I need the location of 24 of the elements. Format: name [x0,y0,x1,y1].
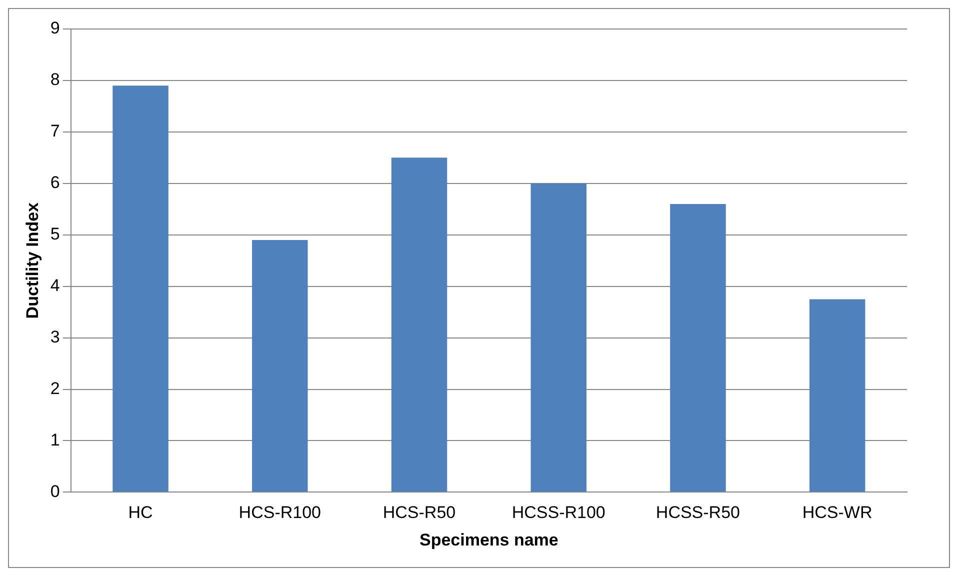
x-tick-label: HCS-R50 [382,503,456,522]
bar [112,86,168,492]
bar [252,240,308,492]
y-tick-label: 9 [50,18,60,38]
x-axis-title: Specimens name [419,530,558,550]
bar [530,183,586,492]
x-tick-label: HCSS-R100 [512,503,606,522]
y-tick-label: 6 [50,173,60,192]
x-tick-label: HCSS-R50 [656,503,740,522]
y-tick-label: 3 [50,327,60,346]
y-tick-label: 0 [50,482,60,501]
bar [391,158,448,492]
x-tick-label: HCS-WR [802,503,872,522]
y-tick-label: 4 [50,276,60,296]
x-tick-label: HC [128,503,153,522]
bar [670,204,726,492]
x-tick-label: HCS-R100 [238,503,321,522]
y-axis-title: Ductility Index [22,202,42,319]
y-tick-label: 7 [50,122,60,141]
y-tick-label: 1 [50,430,60,450]
bar [809,299,866,492]
y-tick-label: 2 [50,378,60,398]
y-tick-label: 8 [50,70,60,90]
y-tick-label: 5 [50,224,60,244]
